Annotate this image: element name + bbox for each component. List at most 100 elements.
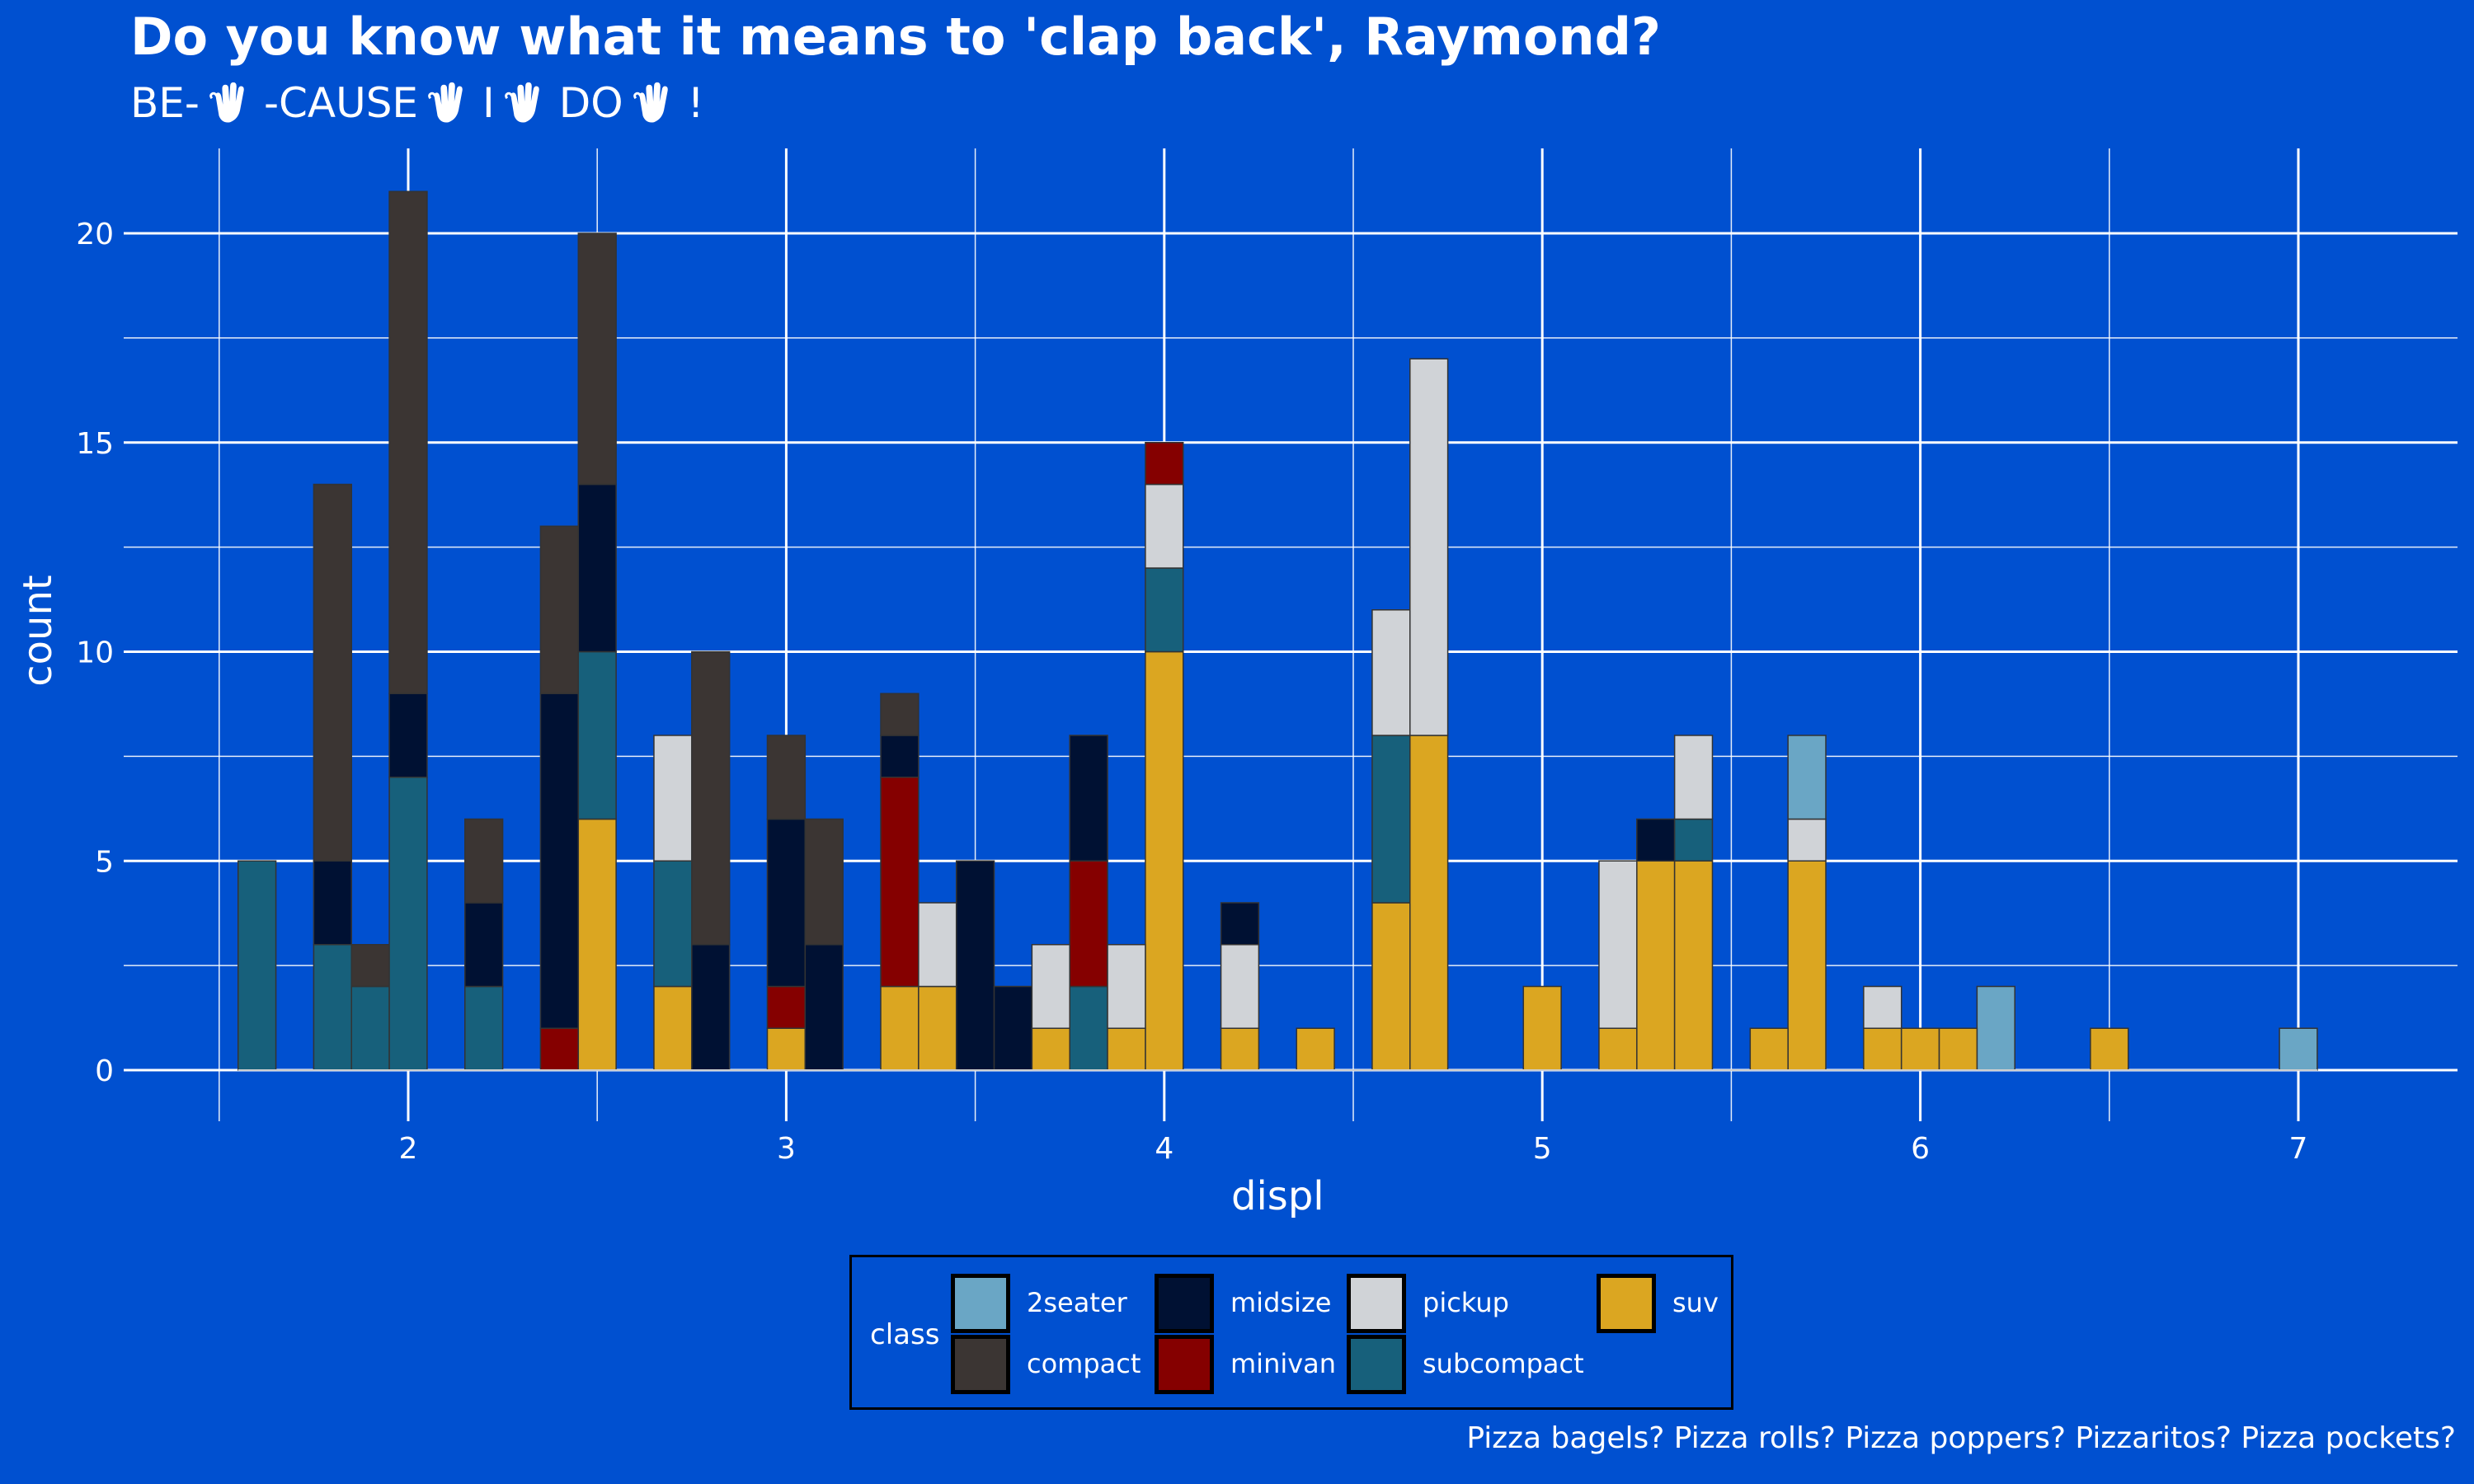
bar-segment [1107,1027,1146,1071]
bar-segment [1220,1027,1260,1071]
legend-key [1155,1335,1214,1394]
bar-segment [766,735,807,820]
chart-subtitle: BE- -CAUSE I DO ! [130,79,709,127]
bar-segment [1371,735,1411,904]
y-tick-label: 0 [95,1054,114,1088]
bar-segment [1409,735,1449,1071]
legend-label: 2seater [1027,1287,1127,1318]
x-tick-label: 7 [2289,1132,2308,1166]
clap-hands-icon [504,82,539,123]
x-tick-label: 3 [777,1132,796,1166]
bar-segment [766,818,807,988]
bar-segment [1145,567,1184,653]
y-tick-label: 10 [76,636,114,670]
x-axis-title: displ [1231,1173,1324,1219]
bar-segment [1069,860,1108,988]
bar-segment [1296,1027,1335,1071]
legend-key [1347,1274,1406,1333]
legend-title: class [870,1318,940,1351]
bar-segment [1145,442,1184,486]
clap-hands-icon [428,82,463,123]
clap-hands-icon [633,82,668,123]
bar-segment [388,190,428,694]
legend: class 2seater compact midsize minivan pi… [849,1255,1733,1410]
bar-segment [1673,860,1714,1071]
bar-segment [1031,1027,1070,1071]
legend-label: midsize [1230,1287,1332,1318]
bar-segment [350,985,390,1071]
x-tick-label: 2 [399,1132,418,1166]
bar-segment [653,860,693,988]
bar-segment [350,944,390,988]
bar-segment [388,777,428,1071]
legend-label: suv [1672,1287,1719,1318]
subtitle-part: -CAUSE [263,79,419,127]
bar-segment [1371,609,1411,736]
bar-segment [918,985,957,1071]
x-tick-label: 4 [1155,1132,1174,1166]
bar-segment [388,693,428,778]
bar-segment [955,860,995,1071]
bar-segment [880,735,920,778]
bar-segment [577,232,617,486]
bar-segment [1522,985,1562,1071]
bar-segment [1863,1027,1903,1071]
bar-segment [577,483,617,653]
bar-segment [1900,1027,1940,1071]
legend-key [1347,1335,1406,1394]
bar-segment [918,902,957,988]
bar-segment [653,985,693,1071]
bar-segment [1976,985,2015,1071]
bar-segment [1598,860,1638,1029]
y-tick-label: 20 [76,218,114,251]
bar-segment [1938,1027,1978,1071]
clap-hands-icon [209,82,244,123]
bar-segment [1749,1027,1789,1071]
bar-segment [1371,902,1411,1071]
bar-segment [1107,944,1146,1029]
bar-segment [464,818,504,904]
bar-segment [464,902,504,988]
bar-segment [766,985,807,1029]
legend-key [951,1274,1010,1333]
bar-segment [691,944,731,1071]
bar-segment [577,818,617,1071]
y-tick-label: 15 [76,427,114,461]
legend-key [1597,1274,1656,1333]
bar-segment [804,818,844,946]
subtitle-part: I [482,79,495,127]
chart-caption: Pizza bagels? Pizza rolls? Pizza poppers… [1466,1421,2456,1455]
bar-segment [1787,735,1827,820]
legend-key [1155,1274,1214,1333]
subtitle-part: ! [687,79,704,127]
bar-segment [577,650,617,820]
legend-label: pickup [1423,1287,1509,1318]
bar-segment [1636,818,1676,862]
bar-segment [1787,860,1827,1071]
legend-key [951,1335,1010,1394]
bar-segment [1598,1027,1638,1071]
bar-segment [237,860,277,1071]
bar-segment [1069,735,1108,862]
bar-segment [1145,650,1184,1071]
bar-segment [2090,1027,2129,1071]
bar-segment [1673,818,1714,862]
bar-segment [313,860,352,946]
bar-segment [1636,860,1676,1071]
bar-segment [804,944,844,1071]
bar-segment [313,483,352,862]
bar-segment [539,525,580,694]
bar-segment [1031,944,1070,1029]
bar-segment [993,985,1033,1071]
bar-segment [1863,985,1903,1029]
legend-label: compact [1027,1348,1141,1379]
bar-segment [1787,818,1827,862]
bar-segment [1220,902,1260,946]
y-axis-title: count [15,575,61,686]
bar-segment [464,985,504,1071]
bar-segment [880,777,920,988]
legend-label: subcompact [1423,1348,1584,1379]
bar-segment [1220,944,1260,1029]
x-tick-label: 6 [1911,1132,1930,1166]
bar-segment [691,650,731,946]
